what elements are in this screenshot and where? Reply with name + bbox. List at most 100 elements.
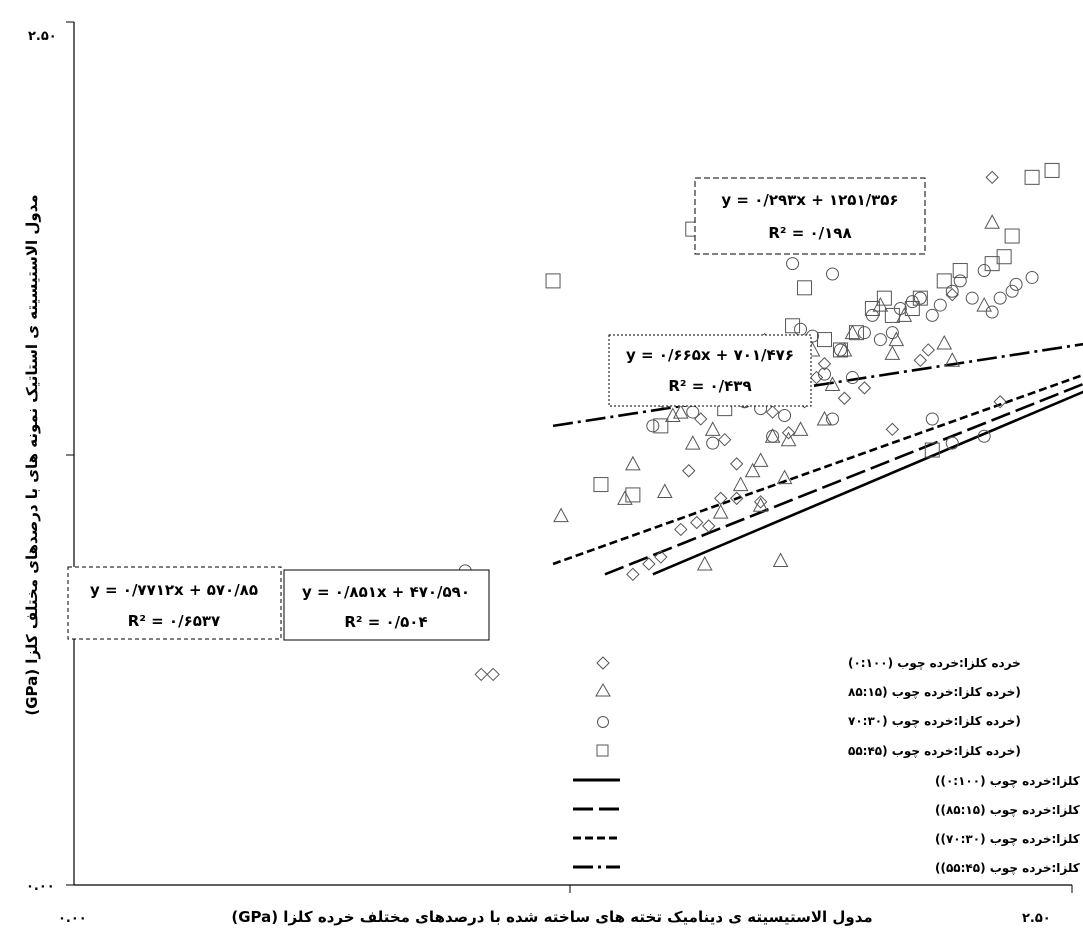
data-point-diamond bbox=[765, 405, 780, 419]
data-point-circle bbox=[953, 274, 967, 288]
data-point-diamond bbox=[682, 464, 696, 478]
data-point-circle bbox=[845, 371, 859, 385]
data-point-triangle bbox=[625, 455, 641, 471]
data-point-triangle bbox=[776, 469, 793, 485]
data-point-circle bbox=[1005, 284, 1019, 298]
data-point-triangle bbox=[976, 297, 993, 312]
equation-text-7030: y = ۰/۶۶۵x + ۷۰۱/۴۷۶ bbox=[626, 346, 794, 364]
equation-box-7030 bbox=[608, 334, 812, 407]
data-point-square bbox=[876, 290, 892, 306]
data-point-square bbox=[625, 487, 641, 503]
data-point-triangle bbox=[672, 404, 689, 419]
data-point-square bbox=[912, 290, 928, 306]
data-point-square bbox=[904, 301, 920, 317]
data-point-circle bbox=[913, 291, 927, 305]
data-point-circle bbox=[945, 436, 959, 450]
data-point-diamond bbox=[753, 495, 768, 509]
legend-label-series-1: خرده کلزا:خرده چوب (۰:۱۰۰) bbox=[848, 656, 1021, 671]
legend-label-series-2: (خرده کلزا:خرده چوب (۸۵:۱۵ bbox=[848, 685, 1021, 700]
data-point-square bbox=[545, 273, 561, 289]
data-point-triangle bbox=[944, 352, 961, 367]
data-point-circle bbox=[778, 409, 792, 423]
data-point-circle bbox=[833, 343, 847, 357]
data-point-triangle bbox=[792, 421, 809, 436]
legend-label-series-4: (خرده کلزا:خرده چوب (۵۵:۴۵ bbox=[848, 744, 1021, 759]
data-point-triangle bbox=[656, 483, 673, 498]
data-point-circle bbox=[857, 326, 871, 340]
data-point-diamond bbox=[702, 519, 716, 533]
trendline-short-dash bbox=[552, 373, 1083, 566]
data-point-diamond bbox=[642, 557, 656, 571]
data-point-circle bbox=[825, 267, 839, 281]
data-point-triangle bbox=[704, 421, 721, 436]
data-point-circle bbox=[786, 257, 800, 271]
data-point-triangle bbox=[752, 452, 769, 467]
data-point-square bbox=[593, 477, 609, 493]
data-point-square bbox=[816, 332, 832, 348]
data-point-square bbox=[785, 318, 801, 334]
data-point-diamond bbox=[921, 343, 935, 357]
data-point-circle bbox=[766, 429, 780, 443]
data-point-diamond bbox=[885, 422, 900, 437]
data-point-circle bbox=[925, 308, 939, 322]
legend-label-trend-4: Linear ((خرده کلزا:خرده چوب (۵۵:۴۵)) bbox=[935, 861, 1083, 876]
data-point-triangle bbox=[744, 462, 761, 478]
data-point-triangle bbox=[732, 476, 749, 492]
data-point-triangle bbox=[617, 490, 633, 505]
legend-label-trend-2: Linear ((خرده کلزا:خرده چوب (۸۵:۱۵)) bbox=[935, 803, 1083, 818]
x-tick-label-max: ۲.۵۰ bbox=[1022, 911, 1051, 926]
data-point-circle bbox=[817, 367, 831, 381]
data-point-circle bbox=[873, 333, 887, 347]
data-point-triangle bbox=[780, 431, 797, 447]
data-point-diamond bbox=[486, 667, 500, 682]
equation-text-5545: y = ۰/۲۹۳x + ۱۲۵۱/۳۵۶ bbox=[721, 191, 898, 209]
data-point-diamond bbox=[694, 412, 708, 426]
legend-marker-diamond bbox=[596, 656, 610, 670]
data-point-diamond bbox=[690, 515, 704, 530]
r2-text-8515: R² = ۰/۶۵۳۷ bbox=[128, 612, 220, 630]
data-point-diamond bbox=[717, 432, 732, 447]
data-point-square bbox=[832, 342, 848, 358]
data-point-triangle bbox=[696, 555, 713, 571]
legend: خرده کلزا:خرده چوب (۰:۱۰۰) (خرده کلزا:خر… bbox=[573, 656, 1083, 876]
data-point-triangle bbox=[884, 345, 901, 360]
data-point-triangle bbox=[772, 552, 789, 568]
data-point-triangle bbox=[712, 504, 729, 519]
data-point-triangle bbox=[936, 334, 953, 350]
data-point-diamond bbox=[729, 491, 744, 506]
legend-marker-triangle bbox=[595, 683, 611, 697]
data-point-diamond bbox=[837, 391, 852, 405]
data-point-triangle bbox=[684, 435, 701, 450]
data-point-circle bbox=[925, 412, 939, 426]
data-point-square bbox=[996, 249, 1012, 265]
data-point-square bbox=[1004, 228, 1020, 244]
x-axis-title: مدول الاستیسیته ی دینامیک تخته های ساخته… bbox=[231, 908, 872, 926]
equation-text-1000: y = ۰/۸۵۱x + ۴۷۰/۵۹۰ bbox=[302, 583, 470, 601]
data-point-square bbox=[1044, 162, 1060, 178]
legend-label-trend-3: Linear ((خرده کلزا:خرده چوب (۷۰:۳۰)) bbox=[935, 832, 1083, 847]
data-point-square bbox=[924, 442, 940, 458]
data-point-circle bbox=[933, 298, 947, 312]
legend-marker-square bbox=[596, 744, 609, 757]
data-point-triangle bbox=[984, 214, 1000, 229]
trendlines bbox=[552, 342, 1083, 576]
data-point-diamond bbox=[913, 353, 928, 368]
data-point-diamond bbox=[654, 550, 668, 564]
y-tick-label-max: ۲.۵۰ bbox=[28, 29, 57, 44]
data-point-circle bbox=[1025, 270, 1039, 284]
equation-box-8515 bbox=[67, 566, 282, 640]
r2-text-7030: R² = ۰/۴۳۹ bbox=[668, 377, 751, 395]
data-point-triangle bbox=[824, 376, 841, 391]
r2-text-5545: R² = ۰/۱۹۸ bbox=[768, 224, 851, 242]
data-point-square bbox=[936, 273, 952, 289]
data-point-triangle bbox=[664, 407, 681, 423]
data-point-circle bbox=[706, 436, 720, 450]
data-point-circle bbox=[977, 429, 991, 443]
data-point-diamond bbox=[729, 457, 744, 471]
data-point-triangle bbox=[752, 497, 769, 512]
equation-box-1000 bbox=[283, 569, 490, 641]
data-point-square bbox=[952, 263, 968, 279]
data-point-square bbox=[848, 325, 864, 341]
data-point-square bbox=[797, 280, 813, 296]
